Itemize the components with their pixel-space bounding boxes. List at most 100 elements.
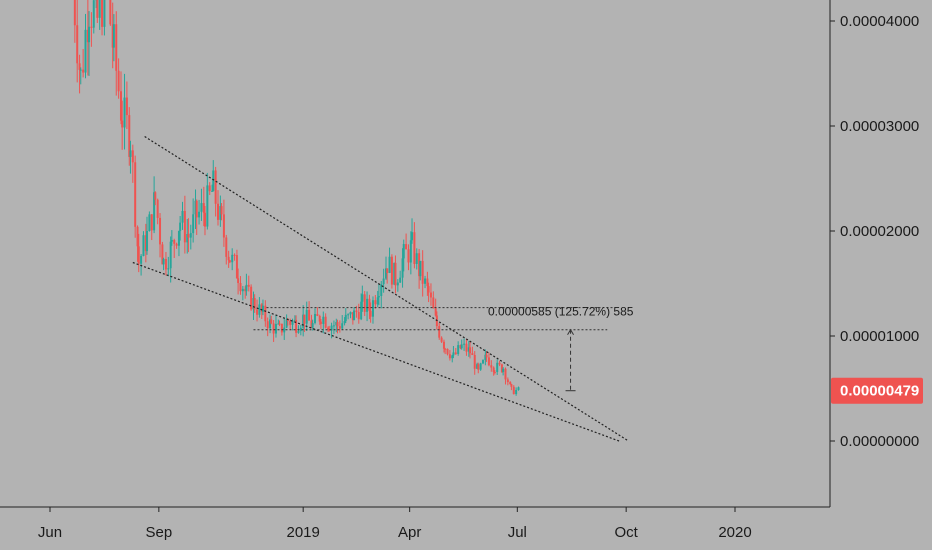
- candle-up: [341, 323, 344, 329]
- candle-down: [336, 322, 339, 327]
- candle-up: [140, 255, 143, 264]
- x-tick-label: Oct: [614, 524, 638, 541]
- candle-up: [129, 150, 132, 157]
- candle-up: [377, 296, 380, 298]
- candle-up: [192, 214, 195, 234]
- candle-up: [409, 240, 412, 263]
- candle-up: [424, 278, 427, 284]
- candle-down: [448, 354, 451, 359]
- candle-up: [98, 0, 101, 18]
- candle-down: [266, 321, 269, 329]
- candle-down: [286, 319, 289, 321]
- candle-up: [181, 210, 184, 223]
- candle-up: [401, 258, 404, 278]
- candle-up: [479, 363, 482, 370]
- candle-up: [484, 354, 487, 361]
- candle-up: [153, 192, 156, 231]
- candle-up: [396, 282, 399, 286]
- candle-up: [186, 234, 189, 243]
- candle-up: [460, 344, 463, 349]
- candle-down: [316, 313, 319, 316]
- candle-up: [177, 231, 180, 246]
- candle-up: [502, 368, 505, 372]
- candle-down: [442, 341, 445, 349]
- candle-down: [368, 298, 371, 311]
- current-price-label: 0.00000479: [840, 383, 919, 400]
- candle-down: [426, 278, 429, 287]
- candle-up: [293, 319, 296, 321]
- candle-down: [487, 357, 490, 366]
- candle-up: [194, 200, 197, 215]
- candle-down: [338, 326, 341, 329]
- candle-down: [244, 288, 247, 292]
- candle-down: [109, 0, 112, 25]
- candle-up: [388, 256, 391, 273]
- candle-down: [471, 353, 474, 356]
- candle-up: [277, 323, 280, 325]
- candle-up: [274, 323, 277, 334]
- x-tick-label: Apr: [398, 524, 421, 541]
- candle-up: [211, 190, 214, 192]
- candle-down: [134, 162, 137, 227]
- candle-down: [235, 255, 238, 279]
- candle-down: [233, 254, 236, 256]
- candle-up: [411, 232, 414, 241]
- candle-up: [146, 230, 149, 252]
- candle-up: [200, 203, 203, 212]
- candle-up: [496, 362, 499, 372]
- candle-up: [283, 327, 286, 333]
- candle-down: [195, 200, 198, 218]
- candle-up: [476, 364, 479, 369]
- candle-down: [357, 312, 360, 320]
- channel-upper-line: [144, 135, 629, 442]
- candle-up: [349, 312, 352, 315]
- candle-down: [278, 323, 281, 325]
- candle-down: [78, 63, 81, 70]
- candle-down: [351, 312, 354, 321]
- candle-up: [322, 316, 325, 324]
- candle-down: [214, 170, 217, 204]
- candle-up: [170, 240, 173, 242]
- candle-down: [429, 292, 432, 298]
- candle-down: [465, 343, 468, 352]
- candle-up: [219, 206, 222, 220]
- y-tick-label: 0.00001000: [840, 328, 919, 345]
- candle-up: [382, 278, 385, 285]
- candle-down: [216, 203, 219, 220]
- candle-up: [198, 211, 201, 218]
- candle-down: [418, 253, 421, 277]
- candle-down: [203, 212, 206, 227]
- candle-up: [258, 304, 261, 315]
- candle-down: [137, 246, 140, 264]
- candle-up: [291, 320, 294, 325]
- candle-down: [220, 206, 223, 215]
- candle-down: [485, 354, 488, 358]
- candle-up: [371, 300, 374, 317]
- candle-up: [162, 258, 165, 265]
- candle-up: [452, 352, 455, 356]
- y-tick-label: 0.00000000: [840, 433, 919, 450]
- candle-down: [324, 316, 327, 328]
- candle-down: [156, 199, 159, 218]
- candle-up: [399, 277, 402, 283]
- x-tick-label: Sep: [145, 524, 172, 541]
- candle-up: [285, 319, 288, 328]
- candle-up: [123, 97, 126, 128]
- candle-down: [264, 305, 267, 322]
- candle-up: [305, 309, 308, 324]
- candle-down: [394, 262, 397, 286]
- candle-up: [79, 69, 82, 71]
- candle-down: [363, 294, 366, 312]
- candle-down: [327, 327, 330, 329]
- candle-up: [366, 298, 369, 312]
- candle-up: [380, 284, 383, 297]
- candle-down: [96, 0, 99, 18]
- candle-up: [142, 235, 145, 256]
- candle-down: [202, 203, 205, 213]
- candle-up: [517, 387, 520, 390]
- candle-down: [125, 97, 128, 116]
- candle-up: [393, 262, 396, 285]
- candle-down: [369, 310, 372, 317]
- candle-down: [468, 347, 471, 354]
- candle-up: [231, 254, 234, 263]
